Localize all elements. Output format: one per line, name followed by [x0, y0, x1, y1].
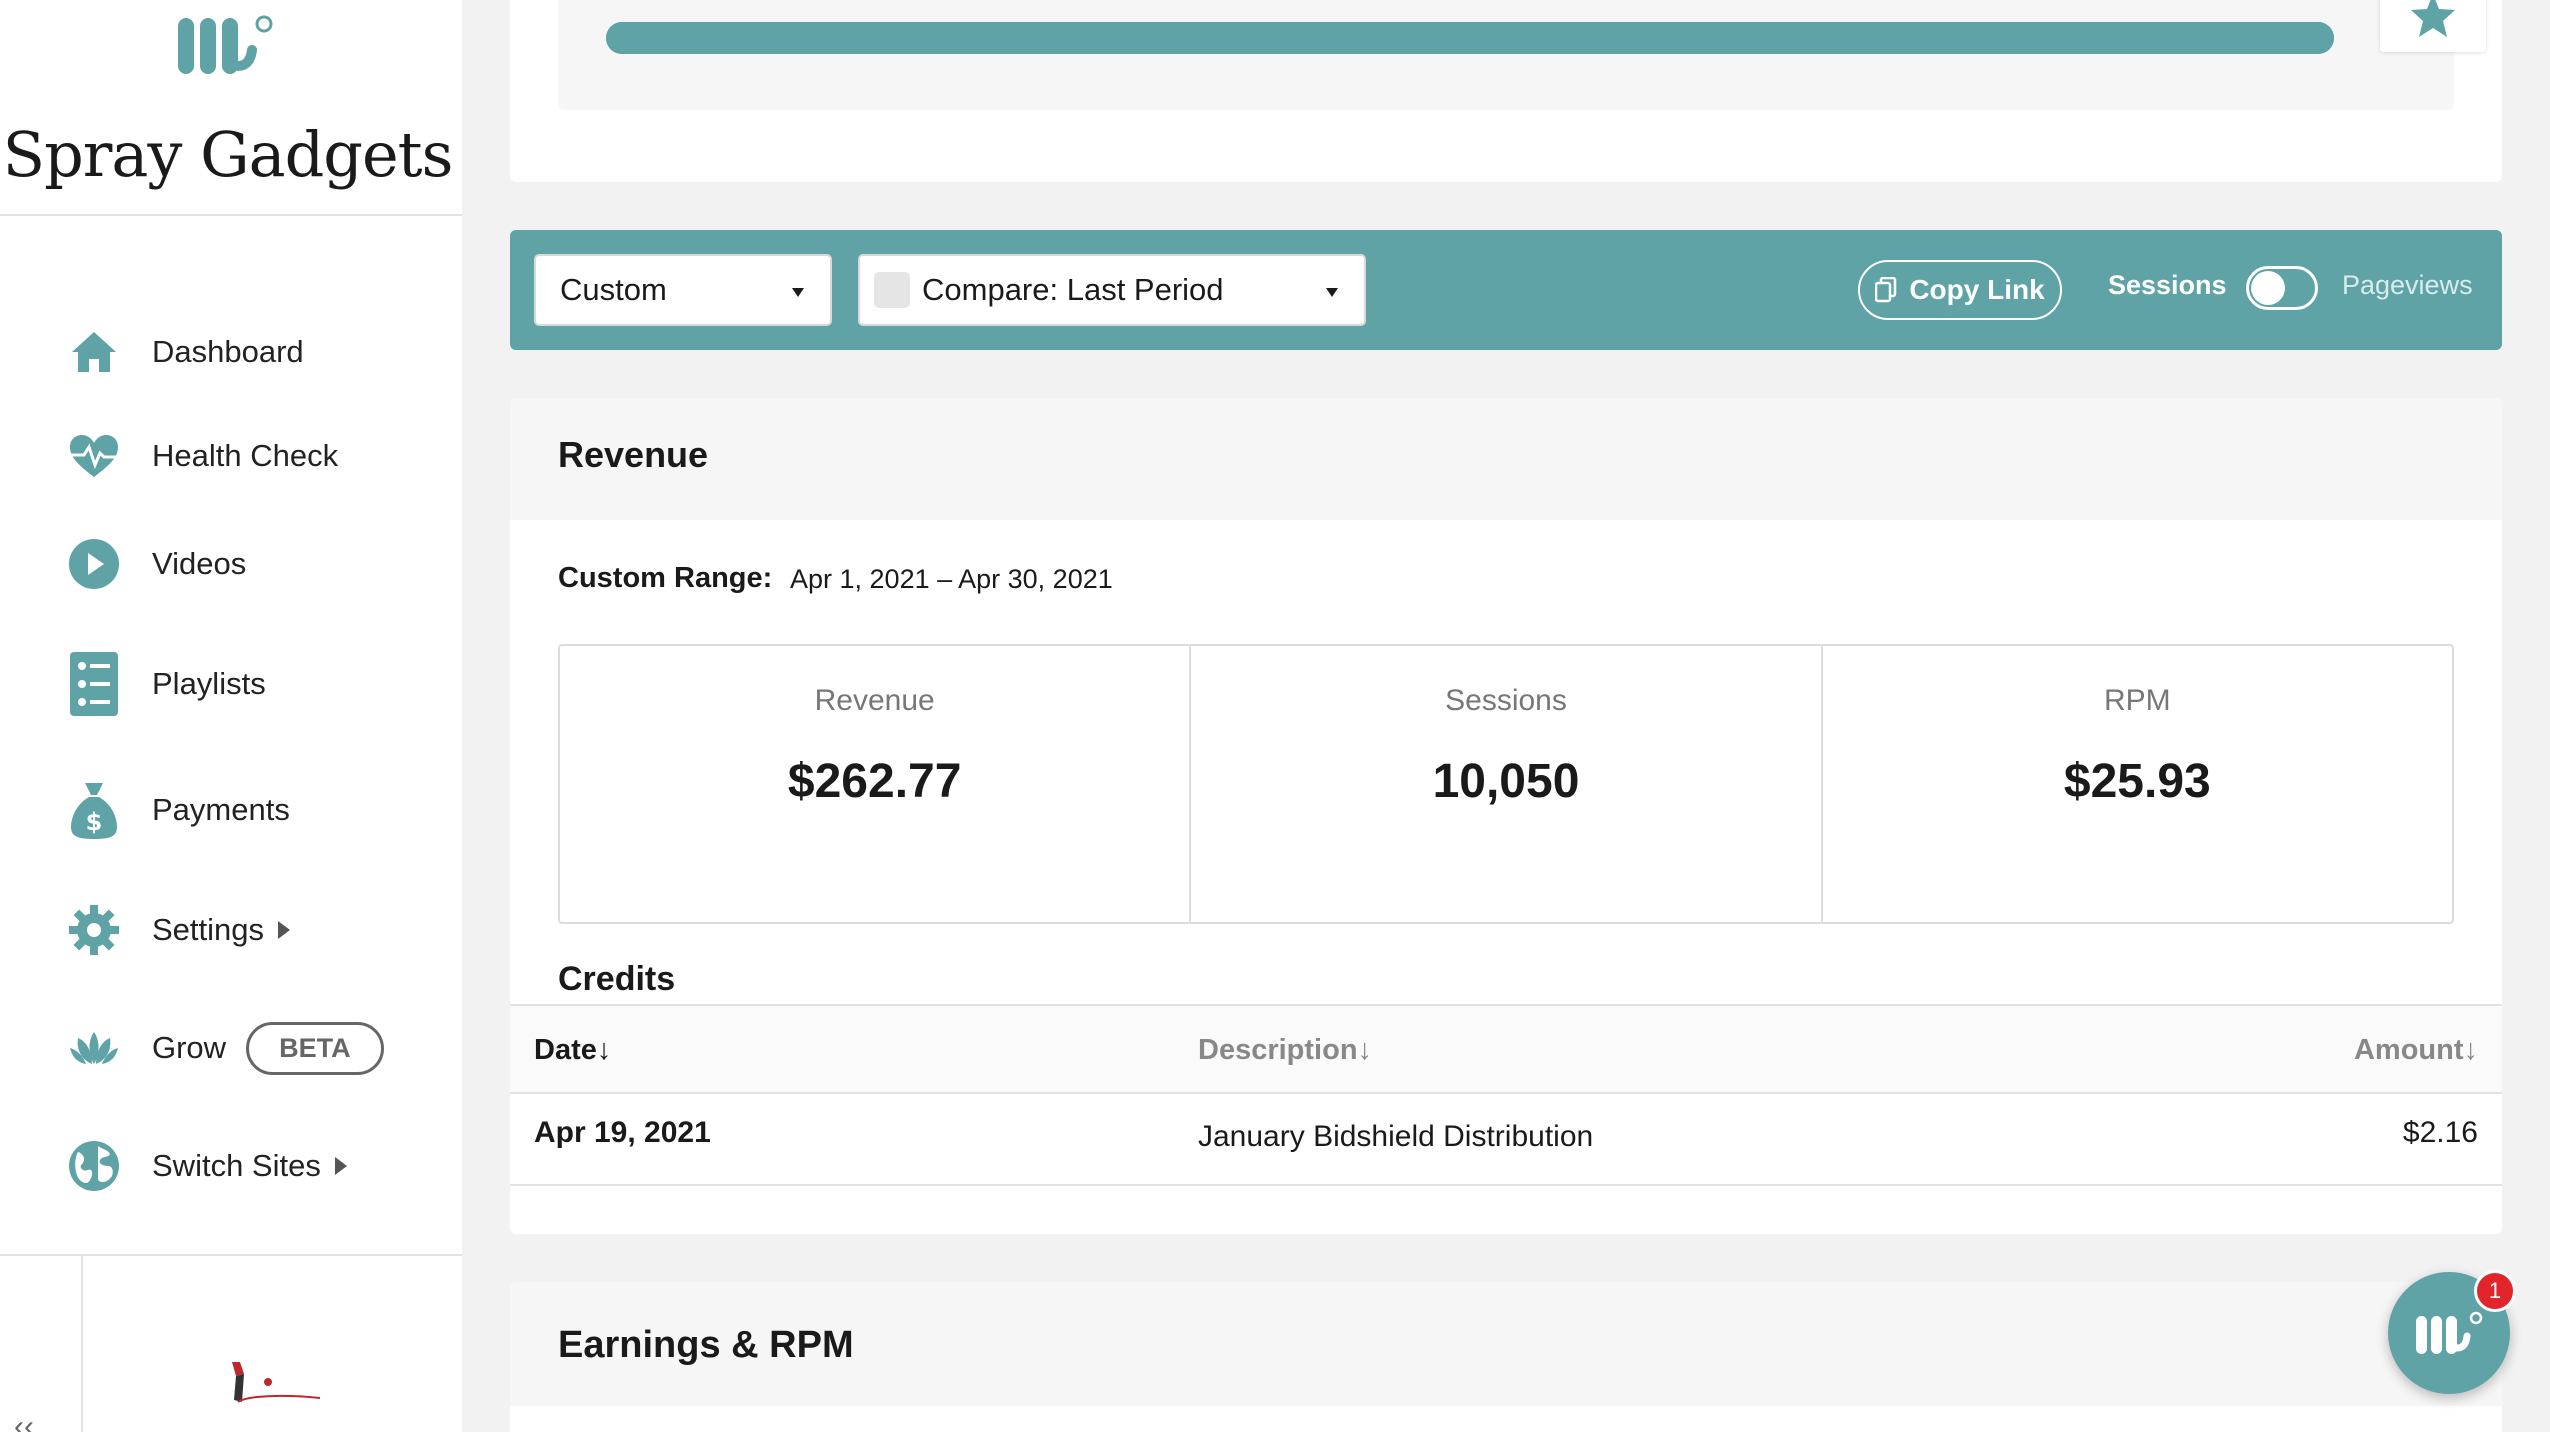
- site-logo-icon[interactable]: [222, 1356, 324, 1414]
- sidebar-item-health-check[interactable]: Health Check: [66, 424, 338, 488]
- column-header-date[interactable]: Date↓: [534, 1034, 611, 1067]
- range-value: Apr 1, 2021 – Apr 30, 2021: [790, 564, 1113, 594]
- toggle-knob: [2251, 271, 2285, 305]
- toggle-label-sessions[interactable]: Sessions: [2108, 270, 2227, 300]
- credit-description: January Bidshield Distribution: [1198, 1120, 1594, 1153]
- column-header-label: Amount: [2353, 1034, 2464, 1066]
- play-circle-icon: [66, 536, 122, 592]
- progress-card: [510, 0, 2502, 182]
- earnings-title: Earnings & RPM: [558, 1324, 854, 1366]
- list-icon: [66, 652, 122, 716]
- stat-rpm: RPM $25.93: [1823, 646, 2452, 922]
- sidebar-item-grow[interactable]: Grow BETA: [66, 1016, 384, 1080]
- range-label: Custom Range:: [558, 562, 773, 594]
- sidebar-item-playlists[interactable]: Playlists: [66, 652, 266, 716]
- table-row: Apr 19, 2021 January Bidshield Distribut…: [510, 1094, 2502, 1186]
- chevron-right-icon: [278, 921, 291, 939]
- chevron-right-icon: [334, 1157, 347, 1175]
- caret-down-icon: [1326, 288, 1338, 297]
- compare-checkbox[interactable]: [874, 272, 910, 308]
- collapse-sidebar-icon[interactable]: ‹‹: [14, 1410, 34, 1432]
- revenue-title: Revenue: [558, 434, 709, 475]
- sort-arrow-icon: ↓: [1357, 1034, 1373, 1066]
- credit-amount: $2.16: [2402, 1116, 2478, 1149]
- sidebar-divider: [81, 1256, 83, 1432]
- stat-label: Revenue: [814, 684, 935, 717]
- revenue-card: Revenue Custom Range: Apr 1, 2021 – Apr …: [510, 398, 2502, 1234]
- credits-title: Credits: [558, 960, 676, 998]
- compare-select[interactable]: Compare: Last Period: [858, 254, 1366, 326]
- sidebar-item-settings[interactable]: Settings: [66, 898, 291, 962]
- sidebar-item-label: Settings: [152, 912, 265, 947]
- column-header-description[interactable]: Description↓: [1198, 1034, 1372, 1067]
- svg-text:$: $: [86, 808, 103, 836]
- stats-summary: Revenue $262.77 Sessions 10,050 RPM $25.…: [558, 644, 2454, 924]
- site-title: Spray Gadgets: [2, 118, 454, 191]
- money-bag-icon: $: [66, 782, 122, 839]
- chat-launcher-button[interactable]: [2388, 1272, 2510, 1394]
- column-header-label: Description: [1198, 1034, 1358, 1066]
- stat-label: Sessions: [1445, 684, 1567, 717]
- notification-badge: 1: [2474, 1270, 2516, 1312]
- stat-value: 10,050: [1432, 755, 1580, 808]
- heartbeat-icon: [66, 428, 122, 484]
- stat-value: $25.93: [2063, 755, 2211, 808]
- sort-arrow-icon: ↓: [596, 1034, 612, 1066]
- lotus-icon: [66, 1020, 122, 1076]
- column-header-label: Date: [534, 1034, 597, 1066]
- sidebar-divider: [0, 1254, 462, 1256]
- sidebar-item-label: Switch Sites: [152, 1148, 321, 1183]
- sidebar-item-dashboard[interactable]: Dashboard: [66, 320, 304, 384]
- progress-bar: [606, 22, 2334, 54]
- sidebar-item-label: Dashboard: [152, 334, 304, 369]
- brand-logo-icon[interactable]: [176, 10, 276, 82]
- progress-bar-fill: [606, 22, 2334, 54]
- filter-bar: Custom Compare: Last Period Copy Link Se…: [510, 230, 2502, 350]
- globe-icon: [66, 1138, 122, 1194]
- sidebar-item-label: Payments: [152, 792, 290, 827]
- sidebar-item-label: Grow: [152, 1030, 227, 1065]
- home-icon: [66, 324, 122, 380]
- earnings-card: Earnings & RPM: [510, 1282, 2502, 1432]
- credit-date: Apr 19, 2021: [534, 1116, 711, 1149]
- brand-logo-icon: [2416, 1311, 2483, 1354]
- progress-panel: [558, 0, 2454, 110]
- column-header-amount[interactable]: Amount↓: [2354, 1034, 2478, 1067]
- revenue-header: Revenue: [510, 398, 2502, 520]
- sort-arrow-icon: ↓: [2463, 1034, 2479, 1066]
- star-icon: [2411, 0, 2455, 37]
- copy-link-button[interactable]: Copy Link: [1858, 260, 2062, 320]
- earnings-header: Earnings & RPM: [510, 1282, 2502, 1406]
- sidebar-item-payments[interactable]: $ Payments: [66, 778, 290, 842]
- sidebar-item-videos[interactable]: Videos: [66, 532, 246, 596]
- sidebar-item-label: Health Check: [152, 438, 339, 473]
- sidebar-item-switch-sites[interactable]: Switch Sites: [66, 1134, 347, 1198]
- sidebar-divider: [0, 214, 462, 216]
- favorite-button[interactable]: [2380, 0, 2486, 52]
- caret-down-icon: [792, 288, 804, 297]
- sidebar-item-label: Playlists: [152, 666, 266, 701]
- compare-value: Compare: Last Period: [922, 272, 1224, 307]
- sidebar: Spray Gadgets Dashboard Health Check Vid…: [0, 0, 462, 1432]
- toggle-label-pageviews[interactable]: Pageviews: [2342, 270, 2473, 300]
- stat-value: $262.77: [787, 755, 962, 808]
- sidebar-item-label: Videos: [152, 546, 247, 581]
- stat-label: RPM: [2103, 684, 2171, 717]
- gear-icon: [66, 902, 122, 958]
- sessions-pageviews-toggle[interactable]: [2246, 266, 2318, 310]
- copy-icon: [1875, 277, 1897, 303]
- date-range-select[interactable]: Custom: [534, 254, 832, 326]
- beta-badge: BETA: [246, 1021, 384, 1075]
- date-range-value: Custom: [560, 272, 667, 307]
- stat-revenue: Revenue $262.77: [560, 646, 1192, 922]
- credits-table-header: Date↓ Description↓ Amount↓: [510, 1004, 2502, 1094]
- copy-link-label: Copy Link: [1909, 274, 2045, 305]
- stat-sessions: Sessions 10,050: [1191, 646, 1823, 922]
